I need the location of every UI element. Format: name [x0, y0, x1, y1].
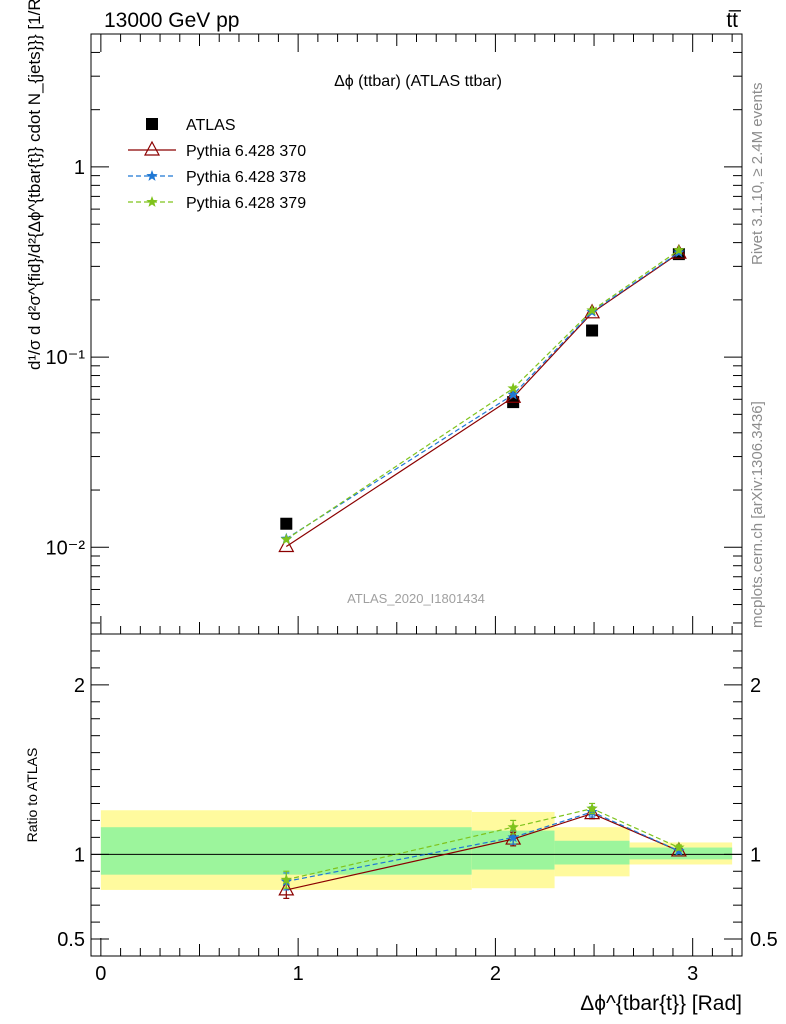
y-tick-label: 10⁻² — [46, 537, 86, 559]
ratio-panel-frame — [90, 633, 743, 957]
main-y-tick-labels: 10⁻² 10⁻¹ 1 — [46, 157, 86, 559]
series-2-ratio-line — [286, 811, 680, 882]
y-axis-label: d¹/σ d d²σ^{fid}/d²{Δϕ^{tbar{t}} cdot N_… — [25, 0, 44, 370]
series-3-line — [285, 249, 680, 540]
series-3-point — [673, 244, 685, 256]
mcplots-label: mcplots.cern.ch [arXiv:1306.3436] — [749, 401, 766, 628]
series-3-ratio-point — [673, 841, 685, 853]
x-tick-label: 2 — [490, 963, 501, 985]
ratio-y-tick-labels: 0.5 0.5 1 1 2 2 — [57, 675, 778, 951]
series-3-ratio-line — [286, 807, 680, 881]
legend-entry: Pythia 6.428 370 — [128, 140, 306, 160]
ratio-band-inner — [100, 827, 472, 875]
legend-marker — [146, 170, 158, 181]
x-tick-label: 1 — [293, 963, 304, 985]
legend-label: Pythia 6.428 378 — [186, 169, 306, 186]
analysis-label: ATLAS_2020_I1801434 — [347, 591, 485, 606]
x-tick-label: 0 — [95, 963, 106, 985]
series-2-point — [507, 388, 519, 400]
series-3-point — [507, 382, 519, 394]
chart-title: Δϕ (ttbar) (ATLAS ttbar) — [334, 73, 502, 90]
ratio-y-tick-label-right: 2 — [750, 675, 761, 697]
series-0-point — [280, 517, 293, 530]
ratio-ticks — [91, 633, 742, 957]
y-tick-label: 1 — [74, 157, 85, 179]
y-tick-label: 10⁻¹ — [46, 347, 86, 369]
main-panel: 10⁻² 10⁻¹ 1 Δϕ (ttbar) (ATLAS ttbar) ATLAS… — [25, 0, 743, 652]
legend-label: ATLAS — [186, 117, 236, 134]
legend-label: Pythia 6.428 370 — [186, 143, 306, 160]
legend-marker — [146, 118, 158, 130]
legend-label: Pythia 6.428 379 — [186, 195, 306, 212]
series-1-ratio-point — [278, 880, 295, 896]
series-3-ratio-point — [507, 821, 519, 833]
series-1-ratio-point — [584, 804, 601, 820]
series-3-ratio-point — [280, 873, 293, 885]
x-tick-labels: 0 1 2 3 — [95, 963, 698, 985]
series-3-point — [586, 304, 598, 316]
ratio-y-tick-label-right: 1 — [750, 844, 761, 866]
main-panel-background — [91, 34, 742, 634]
ratio-bands — [100, 810, 733, 890]
series-1-ratio-line — [286, 812, 680, 891]
series-2-ratio-point — [507, 831, 519, 843]
y-axis-label-text: d¹/σ d d²σ^{fid}/d²{Δϕ^{tbar{t}} cdot N_… — [25, 0, 44, 370]
legend-entry: Pythia 6.428 378 — [128, 169, 306, 186]
series-2-line — [285, 252, 680, 540]
legend-entry: Pythia 6.428 379 — [128, 195, 306, 212]
ratio-y-axis-label: Ratio to ATLAS — [24, 748, 40, 843]
ratio-band-inner — [554, 840, 630, 865]
series-3-point — [280, 533, 293, 545]
x-axis-label: Δϕ^{tbar{t}} [Rad] — [580, 992, 742, 1015]
series-0-point — [586, 324, 599, 337]
header-process: tt̅ — [726, 9, 742, 32]
ratio-panel: 0.5 0.5 1 1 2 2 Ratio to ATLAS — [24, 633, 778, 957]
series-1-point — [505, 387, 522, 403]
legend-entry: ATLAS — [146, 117, 236, 134]
x-tick-label: 3 — [687, 963, 698, 985]
series-1-line — [285, 252, 680, 548]
header-energy: 13000 GeV pp — [104, 9, 239, 32]
series-3-ratio-point — [586, 802, 598, 814]
legend: ATLAS Pythia 6.428 370 Pythia 6.428 378 Pyt… — [128, 117, 306, 212]
ratio-series — [278, 802, 687, 899]
legend-marker — [146, 196, 158, 207]
ratio-y-tick-label: 1 — [74, 844, 85, 866]
rivet-label: Rivet 3.1.10, ≥ 2.4M events — [749, 83, 766, 266]
ratio-panel-background — [91, 634, 742, 956]
ratio-y-tick-label: 2 — [74, 675, 85, 697]
ratio-y-tick-label: 0.5 — [57, 929, 85, 951]
series-1-point — [278, 537, 295, 553]
main-series — [278, 243, 687, 553]
ratio-y-tick-label-right: 0.5 — [750, 929, 778, 951]
legend-marker — [143, 140, 161, 156]
